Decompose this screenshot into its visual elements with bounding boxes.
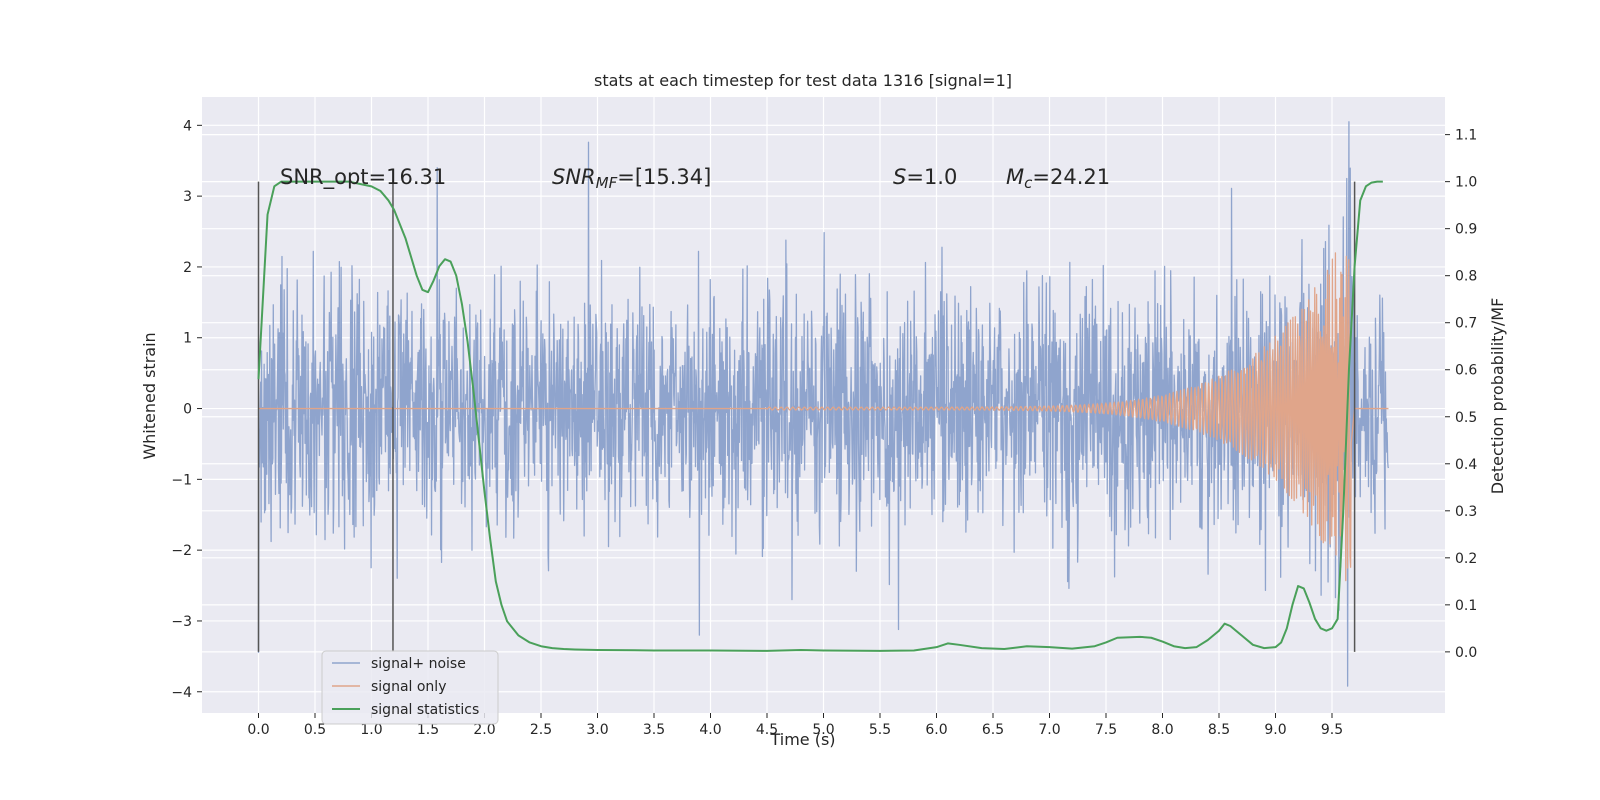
y-right-tick-label: 0.6: [1455, 363, 1477, 379]
annotation-s-label: S: [893, 165, 906, 189]
annotation-mc-value: =24.21: [1032, 165, 1110, 189]
annotation-mc-sub: c: [1024, 174, 1033, 192]
y-right-tick-label: 0.1: [1455, 598, 1477, 614]
annotations: SNR_opt=16.31 SNRMF=[15.34] S=1.0 Mc=24.…: [280, 165, 1110, 192]
y-tick-label: −3: [171, 614, 192, 630]
x-tick-label: 2.0: [473, 722, 495, 738]
y-right-tick-label: 0.9: [1455, 222, 1477, 238]
x-tick-label: 7.5: [1095, 722, 1117, 738]
series-signal-only: [258, 252, 1389, 582]
x-tick-label: 0.5: [304, 722, 326, 738]
y-tick-label: 2: [183, 260, 192, 276]
x-tick-label: 3.5: [643, 722, 665, 738]
y-tick-label: −2: [171, 543, 192, 559]
x-tick-label: 6.5: [982, 722, 1004, 738]
legend-label-signal-only: signal only: [371, 679, 446, 695]
y-right-tick-label: 1.0: [1455, 175, 1477, 191]
y-tick-label: 1: [183, 331, 192, 347]
annotation-snr-opt: SNR_opt=16.31: [280, 165, 446, 190]
x-axis-ticks: 0.0 0.5 1.0 1.5 2.0 2.5 3.0 3.5 4.0 4.5 5.0 5.5 6.0 6…: [247, 713, 1343, 738]
annotation-s-value: =1.0: [906, 165, 957, 189]
series-signal-plus-noise: [257, 121, 1390, 687]
y-tick-label: 4: [183, 118, 192, 134]
annotation-snr-mf: SNRMF=[15.34]: [552, 165, 711, 192]
x-tick-label: 1.0: [360, 722, 382, 738]
y-right-tick-label: 0.3: [1455, 504, 1477, 520]
x-tick-label: 8.0: [1151, 722, 1173, 738]
x-tick-label: 9.5: [1321, 722, 1343, 738]
x-axis-label: Time (s): [769, 730, 835, 749]
y-right-axis-label: Detection probability/MF: [1488, 298, 1507, 495]
x-tick-label: 4.0: [699, 722, 721, 738]
legend-label-signal-plus-noise: signal+ noise: [371, 656, 466, 672]
annotation-snr-mf-sub: MF: [596, 174, 618, 192]
y-axis-ticks: 4 3 2 1 0 −1 −2 −3 −4: [171, 118, 202, 701]
y-tick-label: 3: [183, 189, 192, 205]
legend-label-signal-statistics: signal statistics: [371, 702, 479, 718]
y-tick-label: −4: [171, 685, 192, 701]
y-right-tick-label: 0.7: [1455, 316, 1477, 332]
y-right-axis-ticks: 1.1 1.0 0.9 0.8 0.7 0.6 0.5 0.4 0.3 0.2 0.1 0.0: [1445, 128, 1477, 661]
x-tick-label: 5.5: [869, 722, 891, 738]
x-tick-label: 0.0: [247, 722, 269, 738]
annotation-mc: Mc=24.21: [1006, 165, 1110, 192]
legend: signal+ noise signal only signal statist…: [321, 650, 499, 725]
y-right-tick-label: 0.4: [1455, 457, 1477, 473]
y-tick-label: −1: [171, 472, 192, 488]
x-tick-label: 9.0: [1264, 722, 1286, 738]
legend-box: [321, 650, 499, 725]
x-tick-label: 5.0: [812, 722, 834, 738]
y-tick-label: 0: [183, 402, 192, 418]
y-right-tick-label: 0.8: [1455, 269, 1477, 285]
annotation-snr-mf-main: SNR: [552, 165, 596, 189]
x-tick-label: 4.5: [756, 722, 778, 738]
y-right-tick-label: 1.1: [1455, 128, 1477, 144]
x-tick-label: 2.5: [530, 722, 552, 738]
series-signal-statistics: [257, 180, 1383, 652]
series-layer: [257, 121, 1390, 687]
x-tick-label: 6.0: [925, 722, 947, 738]
annotation-mc-label: M: [1006, 165, 1024, 189]
y-right-tick-label: 0.0: [1455, 645, 1477, 661]
y-axis-label: Whitened strain: [140, 332, 159, 459]
x-tick-label: 8.5: [1208, 722, 1230, 738]
annotation-s: S=1.0: [893, 165, 957, 189]
x-tick-label: 1.5: [417, 722, 439, 738]
y-right-tick-label: 0.2: [1455, 551, 1477, 567]
y-right-tick-label: 0.5: [1455, 410, 1477, 426]
annotation-snr-mf-value: =[15.34]: [617, 165, 711, 189]
x-tick-label: 7.0: [1038, 722, 1060, 738]
x-tick-label: 3.0: [586, 722, 608, 738]
chart-title: stats at each timestep for test data 131…: [594, 71, 1012, 90]
